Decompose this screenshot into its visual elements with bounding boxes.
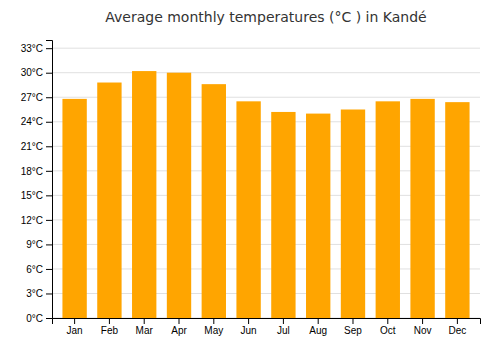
x-tick-label: Jan <box>67 325 83 336</box>
grid-line <box>52 48 480 49</box>
x-tick-mark <box>74 318 75 324</box>
x-axis: Jan Feb Mar Apr May Jun Jul Aug Sep Oct Nov Dec <box>53 318 481 336</box>
x-tick: Nov <box>414 318 432 336</box>
y-tick-label: 30°C <box>21 67 43 78</box>
x-tick: Apr <box>171 318 187 336</box>
x-tick-mark <box>283 318 284 324</box>
grid-line <box>52 72 480 73</box>
bar <box>132 71 156 318</box>
x-tick: Jul <box>277 318 290 336</box>
y-tick-label: 18°C <box>21 166 43 177</box>
y-tick-label: 33°C <box>21 43 43 54</box>
bar <box>202 84 226 318</box>
x-tick-mark <box>318 318 319 324</box>
y-tick-mark <box>46 122 52 123</box>
bar <box>97 83 121 318</box>
y-tick-mark <box>46 220 52 221</box>
y-tick: 12°C <box>21 215 52 226</box>
x-tick: Jun <box>241 318 257 336</box>
y-axis: 0°C 3°C 6°C 9°C 12°C 15°C 18°C 21°C 24°C 27°C 30°C… <box>21 41 53 324</box>
plot: 0°C 3°C 6°C 9°C 12°C 15°C 18°C 21°C 24°C 27°C 30°C… <box>21 41 481 337</box>
x-axis-line <box>53 319 481 325</box>
x-tick-mark <box>387 318 388 324</box>
y-tick: 21°C <box>21 141 52 152</box>
x-tick: Dec <box>448 318 466 336</box>
y-tick: 0°C <box>26 313 52 324</box>
x-tick-label: Jun <box>241 325 257 336</box>
x-tick-label: Aug <box>309 325 327 336</box>
x-tick-mark <box>109 318 110 324</box>
y-tick: 6°C <box>26 264 52 275</box>
bar <box>410 99 434 318</box>
x-tick-label: Apr <box>171 325 187 336</box>
x-tick-label: Nov <box>414 325 432 336</box>
y-tick: 3°C <box>26 288 52 299</box>
x-tick-mark <box>457 318 458 324</box>
x-tick-label: May <box>204 325 223 336</box>
y-tick-mark <box>46 73 52 74</box>
x-tick: Feb <box>101 318 119 336</box>
x-tick-label: Dec <box>448 325 466 336</box>
y-tick: 30°C <box>21 67 52 78</box>
y-tick-mark <box>46 146 52 147</box>
y-tick-label: 27°C <box>21 92 43 103</box>
y-tick: 18°C <box>21 166 52 177</box>
y-tick-mark <box>46 195 52 196</box>
bar <box>341 110 365 319</box>
bar <box>376 101 400 318</box>
y-tick-label: 24°C <box>21 116 43 127</box>
bar <box>445 102 469 318</box>
x-tick-mark <box>422 318 423 324</box>
bar <box>236 101 260 318</box>
x-tick-mark <box>352 318 353 324</box>
y-tick-label: 12°C <box>21 215 43 226</box>
x-tick: Aug <box>309 318 327 336</box>
y-tick-mark <box>46 269 52 270</box>
bars <box>62 71 469 318</box>
y-tick: 15°C <box>21 190 52 201</box>
x-tick-mark <box>213 318 214 324</box>
y-tick-label: 0°C <box>26 313 43 324</box>
x-tick: Sep <box>344 318 362 336</box>
x-tick: Mar <box>136 318 154 336</box>
x-tick: Oct <box>380 318 396 336</box>
y-tick: 27°C <box>21 92 52 103</box>
y-tick-mark <box>46 97 52 98</box>
x-tick-label: Oct <box>380 325 396 336</box>
x-tick-mark <box>179 318 180 324</box>
title: Average monthly temperatures (°C ) in Ka… <box>105 9 426 25</box>
y-tick: 9°C <box>26 239 52 250</box>
bar <box>306 114 330 318</box>
x-tick-label: Sep <box>344 325 362 336</box>
x-tick-label: Mar <box>136 325 154 336</box>
bar <box>271 112 295 318</box>
y-tick-mark <box>46 293 52 294</box>
y-tick-label: 21°C <box>21 141 43 152</box>
y-tick: 24°C <box>21 116 52 127</box>
y-tick-label: 3°C <box>26 288 43 299</box>
x-tick-label: Jul <box>277 325 290 336</box>
y-axis-line <box>46 41 53 319</box>
grid <box>52 48 480 318</box>
y-tick-mark <box>46 318 52 319</box>
y-tick-label: 9°C <box>26 239 43 250</box>
x-tick: May <box>204 318 223 336</box>
y-tick-label: 6°C <box>26 264 43 275</box>
y-tick-mark <box>46 244 52 245</box>
x-tick-label: Feb <box>101 325 119 336</box>
y-tick: 33°C <box>21 43 52 54</box>
y-tick-mark <box>46 171 52 172</box>
bar <box>167 73 191 318</box>
x-tick-mark <box>144 318 145 324</box>
x-tick-mark <box>248 318 249 324</box>
y-tick-mark <box>46 48 52 49</box>
y-tick-label: 15°C <box>21 190 43 201</box>
chart: Average monthly temperatures (°C ) in Ka… <box>0 0 500 350</box>
x-tick: Jan <box>67 318 83 336</box>
bar <box>62 99 86 318</box>
